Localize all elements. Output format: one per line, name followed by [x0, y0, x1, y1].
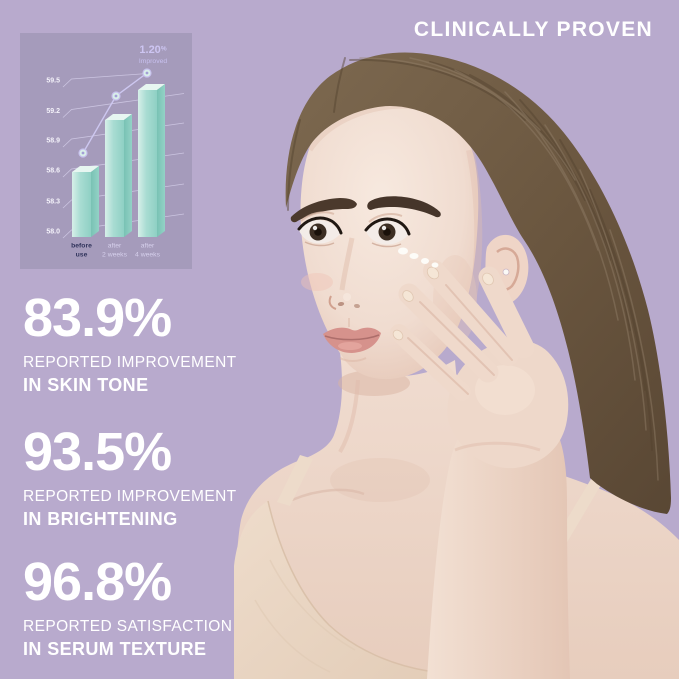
- blush: [301, 273, 333, 291]
- y-tick: 58.0: [46, 229, 60, 236]
- chart-annotation: 1.20% Improved: [139, 44, 168, 65]
- hair: [285, 52, 671, 514]
- annotation-label: Improved: [139, 58, 168, 65]
- bar-after-2-weeks: [105, 114, 132, 237]
- annotation-value: 1.20%: [139, 44, 166, 56]
- stat-value: 93.5%: [23, 422, 172, 482]
- x-label-after-4-weeks: after: [141, 243, 155, 250]
- x-label-after-2-weeks-2: 2 weeks: [102, 252, 128, 259]
- y-axis-labels: 59.5 59.2 58.9 58.6 58.3 58.0: [46, 78, 60, 236]
- stat-caption-line1: REPORTED SATISFACTION: [23, 618, 233, 635]
- stat-value: 83.9%: [23, 288, 172, 348]
- fingernails: [392, 266, 494, 341]
- stat-brightening: 93.5% REPORTED IMPROVEMENT IN BRIGHTENIN…: [23, 425, 237, 530]
- finger-gaps: [407, 284, 513, 395]
- hand: [390, 260, 570, 679]
- eyebrow-right: [367, 196, 441, 218]
- stat-value: 96.8%: [23, 552, 172, 612]
- x-axis-labels: before use after 2 weeks after 4 weeks: [71, 243, 160, 259]
- bar-before-use: [72, 166, 99, 237]
- nose: [328, 237, 360, 310]
- serum-dots: [398, 247, 439, 268]
- bar-after-4-weeks: [138, 84, 165, 237]
- trend-line: [78, 68, 152, 158]
- chart-panel: 59.5 59.2 58.9 58.6 58.3 58.0: [20, 33, 192, 269]
- eye-left: [297, 211, 343, 247]
- y-tick: 58.3: [46, 199, 60, 206]
- stat-caption-line2: IN SERUM TEXTURE: [23, 638, 207, 659]
- x-label-after-2-weeks: after: [108, 243, 122, 250]
- stat-caption-line1: REPORTED IMPROVEMENT: [23, 354, 237, 371]
- camisole-strap-left: [277, 455, 313, 506]
- y-tick: 58.9: [46, 138, 60, 145]
- lips: [323, 327, 381, 353]
- improvement-chart: 59.5 59.2 58.9 58.6 58.3 58.0: [46, 44, 185, 259]
- x-label-after-4-weeks-2: 4 weeks: [135, 252, 161, 259]
- forearm: [427, 405, 570, 679]
- stat-skin-tone: 83.9% REPORTED IMPROVEMENT IN SKIN TONE: [23, 291, 237, 396]
- stat-caption-line2: IN SKIN TONE: [23, 374, 149, 395]
- hair-strands-light: [359, 57, 659, 481]
- stat-serum-texture: 96.8% REPORTED SATISFACTION IN SERUM TEX…: [23, 555, 232, 660]
- x-label-before-use-2: use: [76, 252, 88, 259]
- trend-markers: [78, 68, 152, 158]
- headline: CLINICALLY PROVEN: [413, 18, 653, 41]
- earring: [502, 268, 510, 276]
- hair-strands-dark: [287, 57, 653, 451]
- eye-right: [364, 213, 411, 248]
- stat-caption-line2: IN BRIGHTENING: [23, 508, 178, 529]
- annotation-percent-sign: %: [161, 46, 167, 53]
- y-tick: 58.6: [46, 168, 60, 175]
- annotation-number: 1.20: [139, 44, 160, 56]
- stat-caption-line1: REPORTED IMPROVEMENT: [23, 488, 237, 505]
- y-tick: 59.2: [46, 108, 60, 115]
- y-tick: 59.5: [46, 78, 60, 85]
- x-label-before-use: before: [71, 243, 92, 250]
